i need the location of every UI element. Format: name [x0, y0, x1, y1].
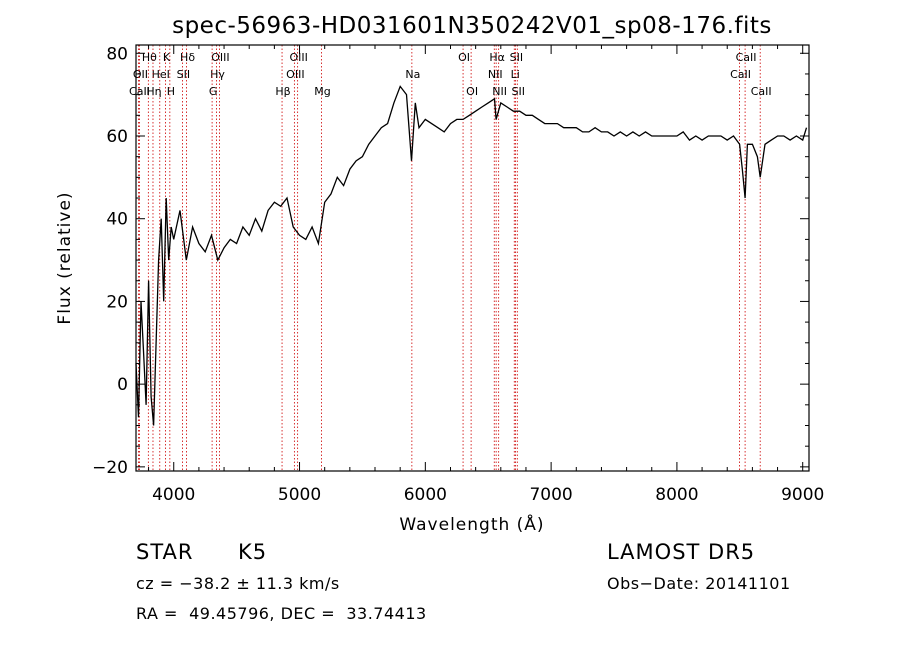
- series-layer: [135, 85, 808, 426]
- y-axis-label: Flux (relative): [55, 191, 75, 324]
- line-id-label: Mg: [314, 85, 330, 98]
- line-id-label: Hβ: [275, 85, 290, 98]
- line-id-label: OI: [466, 85, 478, 98]
- obs-date: Obs−Date: 20141101: [607, 574, 791, 593]
- x-tick-label: 9000: [781, 485, 824, 505]
- line-id-label: Hθ: [142, 51, 157, 64]
- y-tick-label: 80: [106, 44, 128, 64]
- plot-frame: [135, 44, 810, 472]
- line-id-label: CaII: [730, 68, 751, 81]
- line-id-label: OIII: [286, 68, 304, 81]
- line-id-label: Hα: [489, 51, 505, 64]
- object-class: STAR: [136, 540, 194, 564]
- y-tick-label: −20: [92, 458, 128, 478]
- x-axis-label: Wavelength (Å): [399, 513, 544, 535]
- line-id-label: K: [163, 51, 171, 64]
- line-id-label: CaII: [751, 85, 772, 98]
- y-tick-label: 20: [106, 292, 128, 312]
- survey-name: LAMOST DR5: [607, 540, 756, 564]
- line-id-label: CaII: [736, 51, 757, 64]
- chart-title: spec-56963-HD031601N350242V01_sp08-176.f…: [172, 13, 772, 39]
- redshift-readout: cz = −38.2 ± 11.3 km/s: [136, 574, 340, 593]
- x-tick-label: 6000: [404, 485, 447, 505]
- y-tick-label: 40: [106, 210, 128, 230]
- line-id-label: Li: [511, 68, 520, 81]
- line-id-label: SII: [512, 85, 525, 98]
- line-id-label: SII: [177, 68, 190, 81]
- line-id-label: OI: [458, 51, 470, 64]
- x-tick-label: 7000: [529, 485, 572, 505]
- line-id-label: Hγ: [210, 68, 225, 81]
- line-id-label: Hη: [146, 85, 161, 98]
- line-id-label: OII: [133, 68, 148, 81]
- y-tick-label: 60: [106, 127, 128, 147]
- coordinates: RA = 49.45796, DEC = 33.74413: [136, 604, 427, 623]
- axis-ticks: 4000 5000 6000 7000 8000 9000 −20 0 20 40 60 80: [92, 44, 824, 505]
- line-id-label: HeI: [152, 68, 170, 81]
- x-tick-label: 8000: [655, 485, 698, 505]
- line-id-label: G: [209, 85, 218, 98]
- line-id-label: Na: [405, 68, 420, 81]
- series-line: [135, 85, 808, 426]
- line-id-label: H: [167, 85, 175, 98]
- line-id-label: CaII: [129, 85, 150, 98]
- x-tick-label: 5000: [278, 485, 321, 505]
- line-id-label: OIII: [211, 51, 229, 64]
- x-tick-label: 4000: [152, 485, 195, 505]
- line-id-markers: Hθ OII CaII K HeI Hη H Hδ SII OIII Hγ G Hβ OIII OIII Mg…: [129, 45, 772, 471]
- line-id-label: NII: [492, 85, 507, 98]
- y-tick-label: 0: [117, 375, 128, 395]
- line-id-label: SII: [510, 51, 523, 64]
- object-subclass: K5: [238, 540, 268, 564]
- line-id-label: NII: [488, 68, 503, 81]
- line-id-label: OIII: [289, 51, 307, 64]
- line-id-label: Hδ: [180, 51, 195, 64]
